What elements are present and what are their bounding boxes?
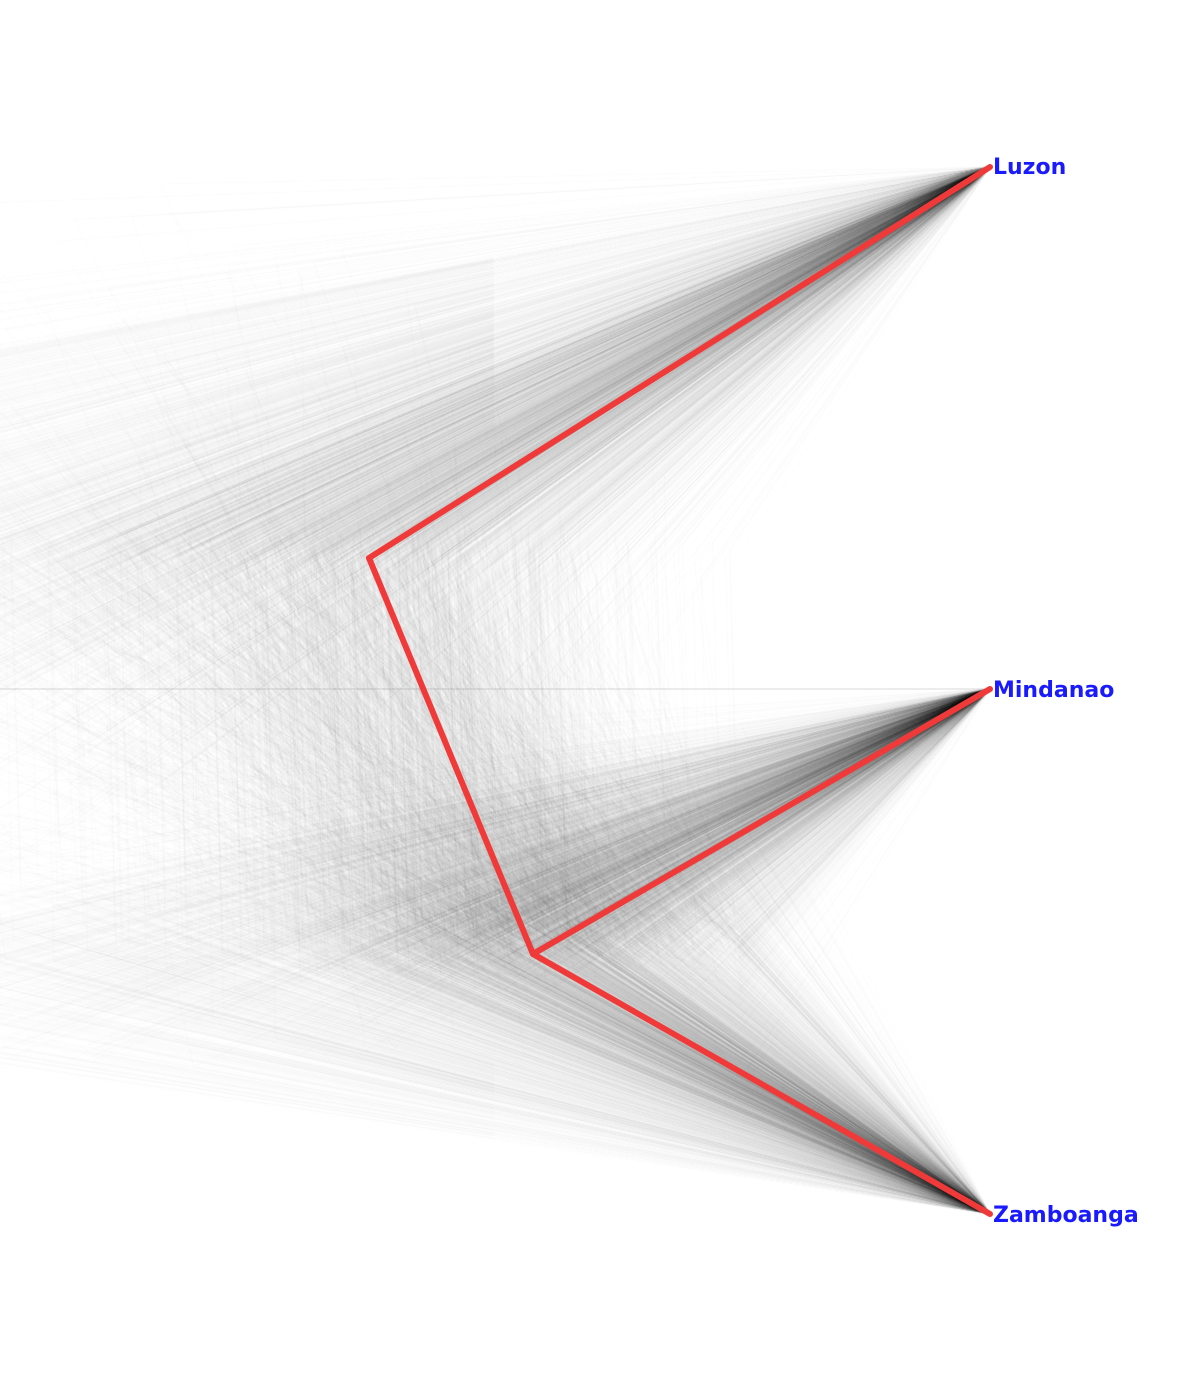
branch-clade-zamboanga (530, 951, 993, 1217)
branch-root-clade (366, 555, 536, 957)
tip-label-mindanao: Mindanao (993, 678, 1114, 703)
tip-label-luzon: Luzon (993, 155, 1066, 180)
branch-clade-mindanao (530, 686, 993, 957)
consensus-tree (366, 164, 993, 1217)
branch-root-luzon (366, 164, 993, 561)
tip-label-zamboanga: Zamboanga (993, 1203, 1139, 1228)
